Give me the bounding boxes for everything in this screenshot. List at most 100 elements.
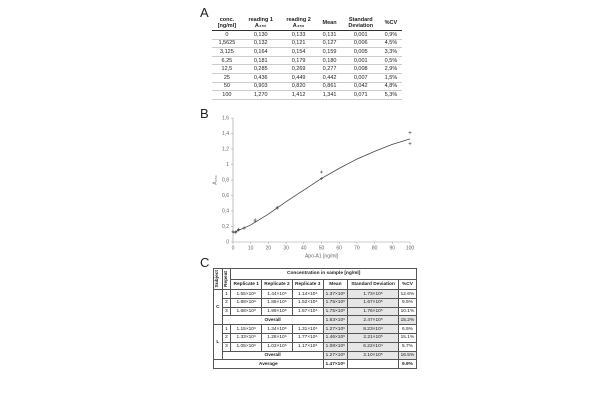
table-cell: 0,127 [317, 39, 342, 49]
table-cell: 1.17×10⁶ [291, 341, 324, 352]
x-tick-label: 60 [336, 245, 342, 251]
table-cell: 1.03×10⁶ [261, 341, 293, 352]
table-row: 2 1.33×10⁶ 1.28×10⁶ 1.77×10⁶ 1.46×10⁶ 2.21×10… [214, 333, 418, 343]
table-c: Subject Repeat Concentration in sample [ng… [213, 267, 418, 370]
header-cell: Replicate 3 [291, 278, 324, 291]
table-cell: 1.44×10⁶ [261, 289, 293, 299]
y-tick-label: 1 [226, 162, 229, 168]
table-cell: 0,277 [317, 64, 342, 74]
repeat-cell: 2 [221, 333, 232, 343]
table-cell: 1,412 [279, 90, 318, 100]
header-cell: reading 1 A₄₅₀ [241, 16, 280, 31]
table-cell: 0,180 [317, 56, 342, 66]
table-cell: 15.1% [397, 333, 418, 343]
table-cell: 1.33×10⁶ [230, 333, 263, 343]
table-cell: 6.5% [397, 324, 418, 335]
table-cell: 1.75×10⁶ [322, 306, 349, 317]
table-cell: 3,125 [212, 47, 242, 57]
header-text: A₄₅₀ [292, 23, 305, 29]
repeat-cell: 1 [221, 324, 232, 335]
table-cell: 0,9% [379, 30, 402, 40]
table-cell: 1.28×10⁶ [261, 333, 293, 343]
table-cell: 12,5 [212, 64, 242, 74]
table-row: C 1 1.55×10⁶ 1.44×10⁶ 1.14×10⁶ 1.37×10⁶ 1.73×1… [213, 289, 418, 326]
table-cell: 2.10×10⁵ [347, 350, 399, 361]
header-cell: Replicate 1 [230, 278, 263, 291]
subject-cell: C [213, 289, 223, 326]
x-tick-label: 90 [390, 245, 396, 251]
header-row: Replicate 1 Replicate 2 Replicate 3 Mean Sta… [214, 278, 418, 291]
header-cell: %CV [397, 278, 418, 291]
fit-line [232, 138, 411, 234]
panel-label: C [200, 255, 210, 270]
y-tick-label: 0,4 [222, 208, 229, 214]
table-cell: 0,154 [279, 47, 318, 57]
table-cell: 1.55×10⁶ [230, 289, 263, 299]
overall-row: Overall 1.63×10⁶ 2.47×10⁵ 15.2% [214, 315, 418, 326]
average-label: Average [213, 359, 324, 370]
header-text: Repeat [223, 271, 229, 288]
table-cell: 5,3% [379, 90, 402, 100]
x-axis-label: Apo-A1 [ng/ml] [305, 253, 339, 259]
x-tick-label: 100 [406, 245, 415, 251]
table-a: conc. [ng/ml] reading 1 A₄₅₀ reading 2 A₄₅₀ Me… [212, 16, 402, 100]
x-tick-label: 30 [283, 245, 289, 251]
header-text: Deviation [348, 23, 374, 29]
header-cell: Subject [213, 267, 223, 291]
table-row: 12,5 0,285 0,269 0,277 0,008 2,9% [212, 64, 402, 74]
table-cell: 1.15×10⁶ [230, 324, 263, 335]
table-cell: 1.37×10⁶ [322, 289, 349, 299]
table-cell: 0,159 [317, 47, 342, 57]
y-tick-label: 1,4 [222, 131, 229, 137]
table-cell: 1.68×10⁶ [230, 306, 263, 317]
table-cell: 1.76×10⁵ [347, 306, 399, 317]
table-cell: 0,071 [341, 90, 380, 100]
x-tick-label: 50 [319, 245, 325, 251]
table-row: 25 0,436 0,449 0,442 0,007 1,5% [212, 73, 402, 83]
x-tick-label: 70 [354, 245, 360, 251]
average-row: Average 1.47×10⁶ 9.9% [213, 359, 418, 370]
table-cell: 1.86×10⁶ [261, 297, 293, 308]
table-cell: 8.23×10⁴ [347, 324, 399, 335]
header-cell: Replicate 2 [261, 278, 293, 291]
table-cell: 1.08×10⁶ [322, 341, 349, 352]
table-cell: 5.7% [397, 341, 418, 352]
table-cell: 0,269 [279, 64, 318, 74]
repeat-cell: 2 [221, 297, 232, 308]
table-cell: 0,005 [341, 47, 380, 57]
y-tick-label: 1,2 [222, 146, 229, 152]
table-cell: 1.73×10⁵ [347, 289, 399, 299]
x-tick-label: 80 [372, 245, 378, 251]
header-text: %CV [384, 20, 398, 26]
x-tick-label: 20 [266, 245, 272, 251]
table-cell: 1.27×10⁶ [322, 324, 349, 335]
repeat-cell: 3 [221, 306, 232, 317]
header-cell: Repeat [221, 267, 232, 291]
table-cell: 1.34×10⁶ [261, 324, 293, 335]
table-row: 50 0,903 0,820 0,861 0,042 4,8% [212, 82, 402, 92]
overall-label: Overall [221, 350, 324, 361]
table-cell: 1,341 [317, 90, 342, 100]
table-cell: 1,5% [379, 73, 402, 83]
table-cell: 0,130 [241, 30, 280, 40]
data-point [408, 142, 412, 146]
table-cell: 1.57×10⁶ [291, 306, 324, 317]
data-point [408, 131, 412, 135]
header-cell: conc. [ng/ml] [212, 16, 242, 31]
table-cell: 1.67×10⁵ [347, 297, 399, 308]
table-cell: 15.2% [397, 315, 418, 326]
table-cell: 0,164 [241, 47, 280, 57]
header-text: Mean [322, 20, 337, 26]
table-cell: 0,436 [241, 73, 280, 83]
header-text: Standard [348, 17, 373, 23]
table-row: 0 0,130 0,133 0,131 0,001 0,9% [212, 30, 402, 40]
table-cell: 0,861 [317, 82, 342, 92]
table-cell: 0,5% [379, 56, 402, 66]
header-cell: Mean [322, 278, 349, 291]
table-cell: 0,042 [341, 82, 380, 92]
y-axis-label: A₄₅₀ [212, 175, 218, 184]
header-cell: Standard Deviation [347, 278, 399, 291]
table-cell: 6.22×10⁴ [347, 341, 399, 352]
y-tick-label: 0,8 [222, 177, 229, 183]
header-text: Subject [215, 270, 220, 288]
